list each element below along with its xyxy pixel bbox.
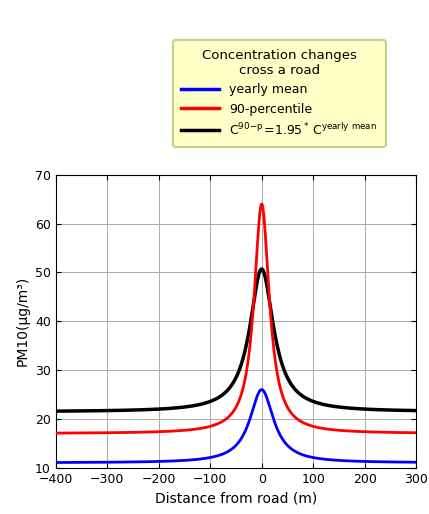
X-axis label: Distance from road (m): Distance from road (m) — [155, 491, 317, 505]
Y-axis label: PM10(μg/m³): PM10(μg/m³) — [15, 276, 29, 366]
Legend: yearly mean, 90-percentile, $\mathregular{C^{90\!-\!p}\!=\!1.95^*\,C^{yearly\ me: yearly mean, 90-percentile, $\mathregula… — [173, 41, 386, 146]
